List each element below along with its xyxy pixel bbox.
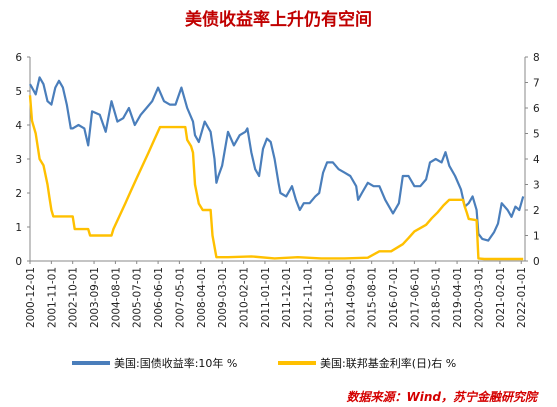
right-y-tick-label: 0 [533,256,540,268]
series-lines [28,76,525,261]
x-tick-label: 2015-08-01 [367,267,379,328]
chart-axes [29,57,526,262]
x-axis: 2000-12-01 2001-11-01 2002-10-01 2003-09-01… [25,261,528,328]
right-y-tick-label: 5 [533,129,540,141]
x-tick-label: 2011-12-01 [281,267,293,328]
right-y-tick-label: 4 [533,154,540,166]
right-y-tick-label: 8 [533,52,540,64]
x-tick-label: 2012-11-01 [303,267,315,328]
left-y-tick-label: 5 [15,86,22,98]
left-y-axis: 0 1 2 3 4 5 6 [15,52,30,268]
x-tick-label: 2018-05-01 [431,267,443,328]
x-tick-label: 2014-09-01 [345,267,357,328]
x-tick-label: 2017-06-01 [409,267,421,328]
right-y-tick-label: 2 [533,205,540,217]
left-y-tick-label: 3 [15,154,22,166]
series-line-10y-yield [29,76,525,242]
legend-label-fed-funds: 美国:联邦基金利率(日)右 % [320,356,456,370]
x-tick-label: 2022-01-01 [516,267,528,328]
x-tick-label: 2011-01-01 [260,267,272,328]
x-tick-label: 2019-04-01 [452,267,464,328]
legend: 美国:国债收益率:10年 % 美国:联邦基金利率(日)右 % [72,356,456,370]
x-tick-label: 2013-10-01 [324,267,336,328]
right-y-tick-label: 3 [533,180,540,192]
x-tick-label: 2007-05-01 [174,267,186,328]
x-tick-label: 2008-04-01 [196,267,208,328]
x-tick-label: 2004-08-01 [110,267,122,328]
left-y-tick-label: 6 [15,52,22,64]
left-y-tick-label: 1 [15,222,22,234]
legend-label-10y-yield: 美国:国债收益率:10年 % [114,356,237,370]
x-tick-label: 2020-03-01 [473,267,485,328]
x-tick-label: 2009-03-01 [217,267,229,328]
x-tick-label: 2021-02-01 [495,267,507,328]
x-tick-label: 2005-07-01 [132,267,144,328]
x-tick-label: 2000-12-01 [25,267,37,328]
chart-title: 美债收益率上升仍有空间 [185,10,372,30]
x-tick-label: 2003-09-01 [89,267,101,328]
right-y-tick-label: 1 [533,231,540,243]
right-y-axis: 0 1 2 3 4 5 6 7 8 [525,52,540,268]
left-y-tick-label: 0 [15,256,22,268]
x-tick-label: 2002-10-01 [68,267,80,328]
x-tick-label: 2006-06-01 [153,267,165,328]
data-source-note: 数据来源：Wind，苏宁金融研究院 [346,390,537,404]
right-y-tick-label: 6 [533,103,540,115]
x-tick-label: 2010-02-01 [239,267,251,328]
left-y-tick-label: 2 [15,188,22,200]
right-y-tick-label: 7 [533,78,540,90]
series-line-fed-funds [28,95,524,261]
x-tick-label: 2016-07-01 [388,267,400,328]
x-tick-label: 2001-11-01 [46,267,58,328]
left-y-tick-label: 4 [15,120,22,132]
